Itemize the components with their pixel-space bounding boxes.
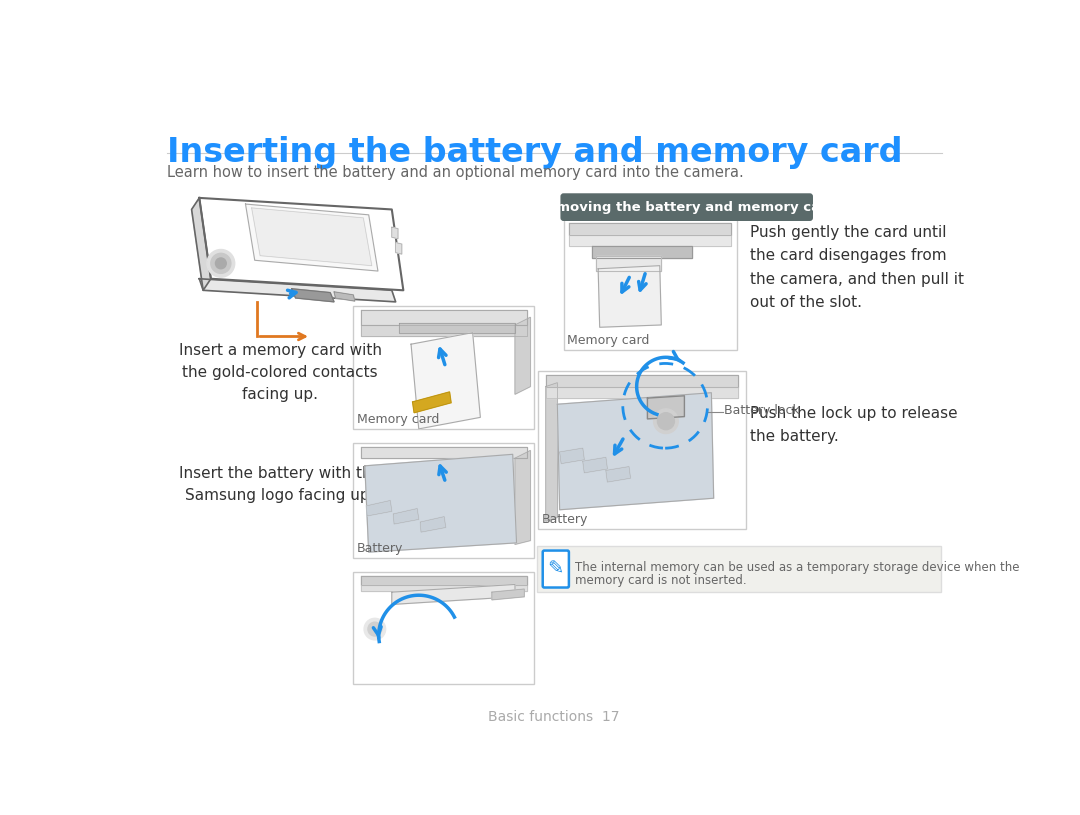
Polygon shape bbox=[545, 386, 739, 398]
Circle shape bbox=[653, 409, 678, 434]
FancyBboxPatch shape bbox=[561, 193, 813, 221]
Text: ✎: ✎ bbox=[548, 560, 564, 579]
Polygon shape bbox=[647, 396, 685, 419]
Circle shape bbox=[216, 258, 226, 269]
Circle shape bbox=[658, 412, 674, 430]
Polygon shape bbox=[592, 245, 692, 258]
Bar bbox=[564, 219, 737, 350]
Polygon shape bbox=[361, 447, 527, 458]
Polygon shape bbox=[200, 279, 395, 302]
Bar bbox=[353, 306, 535, 429]
FancyBboxPatch shape bbox=[543, 551, 569, 588]
Polygon shape bbox=[400, 323, 515, 333]
Polygon shape bbox=[606, 467, 631, 482]
Polygon shape bbox=[413, 392, 451, 412]
Polygon shape bbox=[569, 235, 730, 245]
Circle shape bbox=[211, 253, 231, 273]
Polygon shape bbox=[361, 585, 527, 592]
Polygon shape bbox=[361, 310, 527, 325]
Text: Push gently the card until
the card disengages from
the camera, and then pull it: Push gently the card until the card dise… bbox=[750, 225, 963, 310]
Text: Memory card: Memory card bbox=[567, 334, 650, 347]
Text: Battery lock: Battery lock bbox=[725, 404, 800, 417]
Polygon shape bbox=[395, 243, 402, 254]
Polygon shape bbox=[366, 500, 392, 516]
Bar bbox=[353, 443, 535, 558]
Polygon shape bbox=[252, 208, 372, 266]
Polygon shape bbox=[583, 457, 607, 473]
Polygon shape bbox=[245, 204, 378, 271]
Text: memory card is not inserted.: memory card is not inserted. bbox=[575, 574, 746, 587]
Polygon shape bbox=[515, 451, 530, 544]
Polygon shape bbox=[515, 317, 530, 394]
Polygon shape bbox=[411, 333, 481, 429]
Polygon shape bbox=[361, 576, 527, 585]
Text: Basic functions  17: Basic functions 17 bbox=[488, 710, 619, 724]
Polygon shape bbox=[569, 223, 730, 235]
Bar bbox=[353, 572, 535, 684]
Polygon shape bbox=[392, 584, 515, 605]
Text: Learn how to insert the battery and an optional memory card into the camera.: Learn how to insert the battery and an o… bbox=[167, 165, 744, 180]
Text: Removing the battery and memory card: Removing the battery and memory card bbox=[537, 200, 836, 214]
Polygon shape bbox=[491, 589, 524, 600]
Text: Push the lock up to release
the battery.: Push the lock up to release the battery. bbox=[750, 406, 958, 444]
Polygon shape bbox=[545, 375, 739, 386]
Polygon shape bbox=[200, 198, 403, 290]
Polygon shape bbox=[596, 256, 661, 271]
Bar bbox=[538, 371, 746, 529]
Polygon shape bbox=[334, 292, 355, 301]
Text: Battery: Battery bbox=[542, 513, 589, 526]
Polygon shape bbox=[361, 325, 527, 337]
Text: Insert the battery with the
Samsung logo facing up.: Insert the battery with the Samsung logo… bbox=[179, 466, 381, 503]
Polygon shape bbox=[557, 393, 714, 509]
Polygon shape bbox=[420, 517, 446, 532]
Polygon shape bbox=[598, 266, 661, 328]
Bar bbox=[537, 546, 941, 593]
Polygon shape bbox=[393, 509, 419, 524]
Polygon shape bbox=[559, 448, 584, 464]
Polygon shape bbox=[292, 289, 334, 302]
Circle shape bbox=[207, 249, 234, 277]
Circle shape bbox=[364, 619, 386, 640]
Circle shape bbox=[368, 622, 382, 636]
Polygon shape bbox=[365, 454, 516, 552]
Text: Battery: Battery bbox=[357, 542, 404, 555]
Polygon shape bbox=[191, 198, 211, 290]
Polygon shape bbox=[392, 227, 397, 239]
Polygon shape bbox=[545, 383, 557, 522]
Text: Memory card: Memory card bbox=[357, 413, 440, 425]
Text: Inserting the battery and memory card: Inserting the battery and memory card bbox=[167, 136, 903, 170]
Text: The internal memory can be used as a temporary storage device when the: The internal memory can be used as a tem… bbox=[575, 562, 1020, 575]
Text: Insert a memory card with
the gold-colored contacts
facing up.: Insert a memory card with the gold-color… bbox=[178, 342, 381, 402]
